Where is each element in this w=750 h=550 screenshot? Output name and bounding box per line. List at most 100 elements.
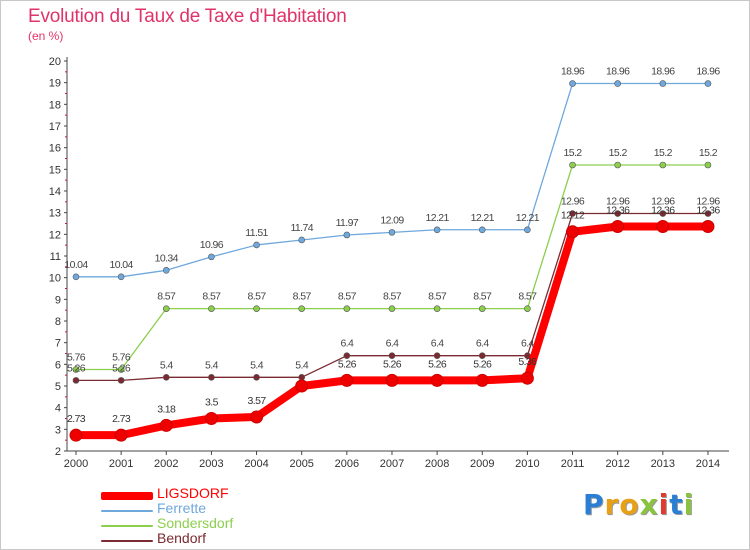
logo-letter: i: [658, 488, 670, 521]
y-tick-label: 19: [49, 78, 61, 90]
data-point-sondersdorf: [388, 305, 396, 312]
data-point-ligsdorf: [250, 410, 264, 424]
x-tick-label: 2002: [154, 458, 178, 470]
x-tick-label: 2008: [425, 458, 449, 470]
data-label-bendorf: 5.26: [112, 362, 131, 374]
data-label-ferrette: 10.04: [64, 259, 88, 271]
data-point-sondersdorf: [433, 305, 441, 312]
data-label-ferrette: 11.74: [290, 222, 313, 234]
y-tick-label: 3: [55, 424, 61, 436]
data-label-ferrette: 12.21: [516, 212, 540, 224]
data-point-sondersdorf: [343, 305, 351, 312]
legend-swatch: [101, 510, 153, 512]
data-point-ferrette: [433, 226, 441, 234]
data-label-ligsdorf: 5.26: [338, 358, 357, 370]
data-label-sondersdorf: 5.76: [67, 352, 86, 364]
data-label-ligsdorf: 12.36: [696, 205, 720, 217]
data-label-ligsdorf: 12.36: [606, 205, 630, 217]
data-label-sondersdorf: 15.2: [654, 147, 673, 159]
data-label-ligsdorf: 3.57: [248, 395, 267, 407]
data-point-bendorf: [117, 377, 125, 384]
data-label-ferrette: 11.51: [245, 227, 268, 239]
x-tick-label: 2003: [199, 458, 223, 470]
y-tick-label: 9: [55, 294, 61, 306]
data-label-sondersdorf: 8.57: [157, 291, 176, 303]
data-label-sondersdorf: 8.57: [293, 291, 312, 303]
data-label-ligsdorf: 12.12: [561, 210, 585, 222]
x-tick-label: 2007: [380, 458, 404, 470]
data-point-bendorf: [478, 352, 486, 359]
series-ligsdorf: [69, 220, 715, 442]
y-tick-label: 18: [49, 99, 61, 111]
data-label-bendorf: 12.96: [651, 196, 675, 208]
x-tick-label: 2005: [289, 458, 313, 470]
data-label-bendorf: 6.4: [340, 338, 354, 350]
axes: 2 3 4 5 6 7 8 9 10 11 12 13 14 15 16 17 18 19 20 2000 2001 20…: [49, 56, 729, 470]
data-label-ferrette: 12.21: [425, 212, 449, 224]
y-tick-label: 12: [49, 229, 61, 241]
x-tick-label: 2012: [605, 458, 629, 470]
data-point-ligsdorf: [385, 373, 399, 387]
data-label-ligsdorf: 2.73: [112, 413, 131, 425]
data-point-bendorf: [298, 374, 306, 381]
data-label-ferrette: 12.09: [380, 214, 404, 226]
x-tick-label: 2001: [109, 458, 133, 470]
data-point-sondersdorf: [478, 305, 486, 312]
data-point-ferrette: [298, 236, 306, 244]
data-point-bendorf: [704, 210, 712, 217]
data-point-ligsdorf: [69, 428, 83, 442]
data-label-sondersdorf: 15.2: [564, 147, 583, 159]
data-label-sondersdorf: 8.57: [473, 291, 492, 303]
data-label-sondersdorf: 8.57: [518, 291, 537, 303]
data-label-ligsdorf: 3.5: [205, 397, 219, 409]
data-label-bendorf: 12.96: [606, 196, 630, 208]
data-label-ligsdorf: 5.26: [428, 358, 447, 370]
x-tick-label: 2009: [470, 458, 494, 470]
legend-swatch: [101, 492, 153, 500]
data-point-sondersdorf: [704, 161, 712, 169]
data-point-ferrette: [659, 80, 667, 87]
y-tick-label: 16: [49, 143, 61, 155]
data-label-ligsdorf: 5.36: [518, 356, 537, 368]
data-point-bendorf: [569, 210, 576, 217]
data-point-ligsdorf: [520, 371, 534, 385]
data-label-bendorf: 6.4: [431, 338, 445, 350]
x-tick-label: 2004: [244, 458, 268, 470]
data-label-bendorf: 5.4: [160, 359, 174, 371]
data-point-ferrette: [343, 231, 351, 239]
data-label-ligsdorf: 12.36: [651, 205, 675, 217]
x-tick-label: 2000: [64, 458, 88, 470]
data-label-bendorf: 6.4: [476, 338, 490, 350]
data-labels: 2.73 2.73 3.18 3.5 3.57 5.26 5.26 5.26 5.26 5.36 1…: [64, 66, 721, 426]
data-point-ferrette: [253, 241, 260, 249]
data-label-ferrette: 18.96: [696, 66, 720, 78]
legend-swatch: [101, 540, 153, 542]
data-point-ferrette: [614, 80, 621, 87]
data-point-bendorf: [162, 374, 170, 381]
data-point-bendorf: [72, 377, 80, 384]
data-label-bendorf: 5.4: [295, 359, 309, 371]
data-point-ligsdorf: [114, 428, 128, 442]
data-label-sondersdorf: 8.57: [338, 291, 357, 303]
data-point-ligsdorf: [701, 220, 715, 234]
x-tick-label: 2011: [561, 458, 585, 470]
x-tick-label: 2014: [696, 458, 720, 470]
data-point-ferrette: [478, 226, 486, 234]
y-tick-label: 14: [49, 186, 61, 198]
data-point-ferrette: [208, 253, 215, 261]
data-point-sondersdorf: [253, 305, 260, 312]
data-point-ligsdorf: [204, 412, 218, 425]
data-label-ligsdorf: 5.26: [473, 358, 492, 370]
series-layer: [69, 80, 715, 442]
data-label-bendorf: 5.4: [205, 359, 219, 371]
data-label-sondersdorf: 8.57: [202, 291, 221, 303]
data-point-bendorf: [208, 374, 215, 381]
series-sondersdorf: [72, 161, 712, 373]
data-label-ferrette: 10.34: [155, 252, 179, 264]
data-point-sondersdorf: [569, 161, 576, 169]
legend-label: Ferrette: [157, 500, 207, 516]
data-label-ferrette: 11.97: [336, 217, 359, 229]
data-label-sondersdorf: 15.2: [609, 147, 628, 159]
data-point-ferrette: [117, 273, 125, 281]
